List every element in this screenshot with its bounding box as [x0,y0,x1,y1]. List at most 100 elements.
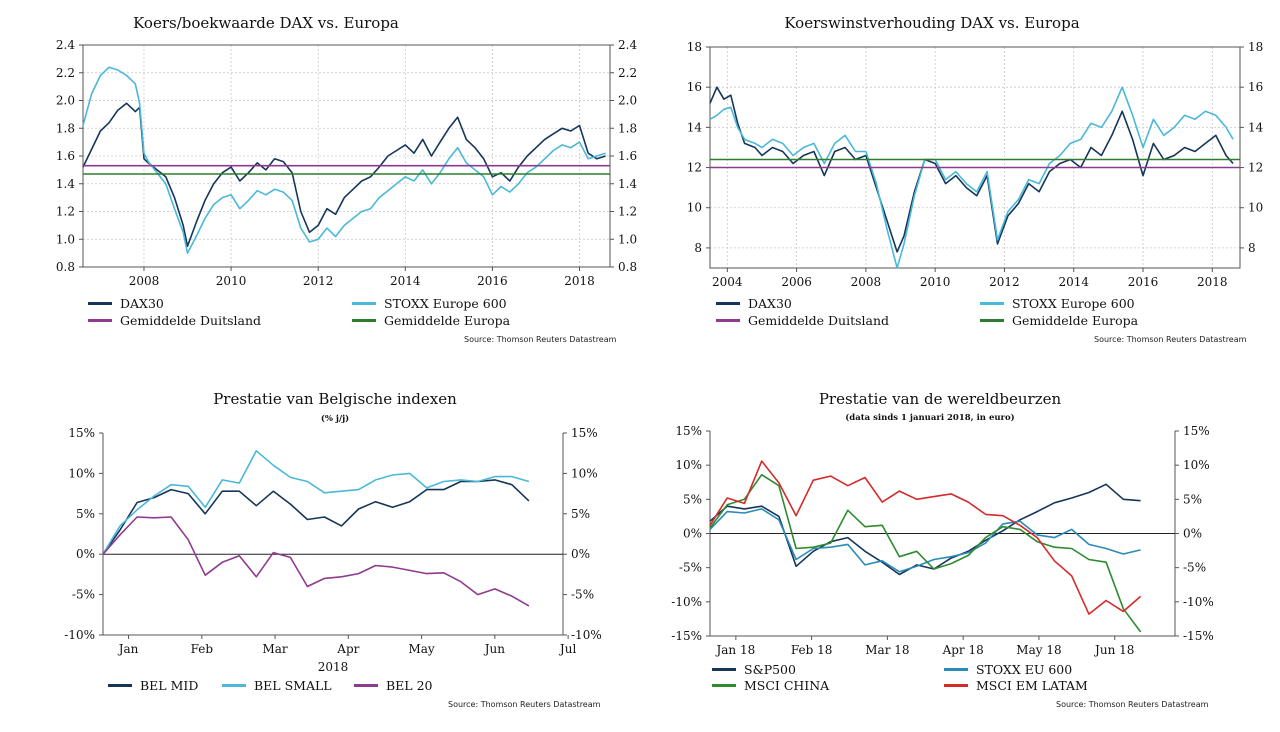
y-tick-label-left: -5% [679,561,702,575]
chart-panel-wereldbeurzen: Prestatie van de wereldbeurzen (data sin… [640,366,1280,732]
legend-swatch [108,684,132,687]
source-note: Source: Thomson Reuters Datastream [1094,335,1247,344]
y-tick-label-right: 10 [1248,201,1263,215]
x-tick-label: Apr 18 [942,643,984,657]
y-tick-label-right: 14 [1248,120,1264,134]
plot-frame [82,44,611,268]
series-line-bel-small [102,450,530,555]
y-tick-label-left: -15% [671,629,702,643]
legend-item-gem-duitsland: Gemiddelde Duitsland [716,313,889,328]
legend-item-stoxx: STOXX Europe 600 [980,296,1135,311]
y-tick-label-right: 0.8 [618,260,637,274]
legend-swatch [716,319,740,322]
source-note: Source: Thomson Reuters Datastream [448,700,601,709]
x-tick-label: Feb [191,642,214,656]
source-note: Source: Thomson Reuters Datastream [1056,700,1209,709]
x-tick-label: 2012 [303,274,334,288]
x-tick-label: 2006 [781,275,812,289]
y-tick-label-right: -10% [571,628,602,642]
chart-title: Koerswinstverhouding DAX vs. Europa [784,14,1080,32]
x-tick-label: Jul [558,642,577,656]
x-tick-label: 2014 [1058,275,1089,289]
legend-item-stoxx: STOXX Europe 600 [352,296,507,311]
chart-title: Koers/boekwaarde DAX vs. Europa [133,14,399,32]
x-tick-label: Apr [336,642,359,656]
legend-label: MSCI EM LATAM [976,678,1088,693]
legend-swatch [716,302,740,305]
x-tick-label: Jun 18 [1093,643,1134,657]
x-tick-label: 2018 [564,274,595,288]
legend-item-dax30: DAX30 [716,296,792,311]
series-line-bel-20 [102,516,530,607]
y-tick-label-right: 2.2 [618,66,637,80]
y-tick-label-left: 5% [683,492,702,506]
y-tick-label-left: 1.6 [56,149,75,163]
y-tick-label-left: 0.8 [56,260,75,274]
legend-label: DAX30 [120,296,164,311]
y-tick-label-left: -10% [671,595,702,609]
series-line-msci-china [709,473,1142,633]
y-tick-label-left: 1.2 [56,205,75,219]
series-line-stoxx-europe-600 [709,86,1234,269]
y-tick-label-left: 10 [687,201,702,215]
x-axis-label: 2018 [318,660,349,674]
y-tick-label-left: 1.4 [56,177,75,191]
y-tick-label-right: 1.8 [618,121,637,135]
legend-label: STOXX Europe 600 [384,296,507,311]
series-line-bel-mid [102,479,530,555]
legend-swatch [352,302,376,305]
legend-label: S&P500 [744,662,796,677]
y-tick-label-left: 0% [76,547,95,561]
legend-swatch [88,319,112,322]
legend-item-gem-duitsland: Gemiddelde Duitsland [88,313,261,328]
x-tick-label: Jan [117,642,139,656]
y-tick-label-right: 15% [571,426,598,440]
y-tick-label-right: 0% [1183,527,1202,541]
y-tick-label-left: 16 [687,80,702,94]
chart-title: Prestatie van Belgische indexen [213,390,457,408]
legend-swatch [222,684,246,687]
legend-item-dax30: DAX30 [88,296,164,311]
x-tick-label: Mar 18 [865,643,909,657]
legend-swatch [354,684,378,687]
legend: DAX30 STOXX Europe 600 Gemiddelde Duitsl… [716,296,1276,336]
x-tick-label: Mar [262,642,287,656]
source-note: Source: Thomson Reuters Datastream [464,335,617,344]
y-tick-label-right: 5% [571,507,590,521]
y-tick-label-left: 15% [675,424,702,438]
legend-item-bel-small: BEL SMALL [222,678,332,693]
series-line-dax30 [709,86,1234,253]
y-tick-label-left: 15% [68,426,95,440]
plot-frame [709,46,1241,269]
chart-panel-belgische: Prestatie van Belgische indexen (% j/j) … [0,366,640,732]
x-tick-label: May 18 [1016,643,1061,657]
y-tick-label-left: -5% [72,588,95,602]
legend-swatch [944,684,968,687]
legend-label: STOXX EU 600 [976,662,1073,677]
y-tick-label-right: 16 [1248,80,1263,94]
legend-item-msci-china: MSCI CHINA [712,678,829,693]
x-tick-label: Jan 18 [714,643,755,657]
chart-subtitle: (data sinds 1 januari 2018, in euro) [845,413,1015,423]
y-tick-label-right: 5% [1183,492,1202,506]
legend-item-bel-mid: BEL MID [108,678,198,693]
chart-pe: 8 8 10 10 12 12 14 14 16 16 18 18 2004 2006 2008 2010 20… [687,40,1264,289]
chart-belgische: -10% -10% -5% -5% 0% 0% 5% 5% 10% 10% 15% 15% Jan Feb… [64,426,602,674]
chart-title: Prestatie van de wereldbeurzen [818,390,1062,408]
legend-item-bel-20: BEL 20 [354,678,433,693]
y-tick-label-left: 2.0 [56,94,75,108]
x-tick-label: 2016 [1128,275,1159,289]
x-tick-label: 2008 [129,274,160,288]
legend-label: DAX30 [748,296,792,311]
y-tick-label-right: 2.4 [618,38,637,52]
y-tick-label-right: 10% [571,466,598,480]
y-tick-label-left: 0% [683,527,702,541]
y-tick-label-left: 10% [68,466,95,480]
legend: BEL MID BEL SMALL BEL 20 [108,678,608,698]
x-tick-label: Jun [483,642,506,656]
legend-label: STOXX Europe 600 [1012,296,1135,311]
legend-swatch [980,302,1004,305]
y-tick-label-right: 8 [1248,241,1256,255]
legend-label: BEL SMALL [254,678,332,693]
chart-wereldbeurzen: -15% -15% -10% -10% -5% -5% 0% 0% 5% 5% 10% 10% 15% 1… [671,424,1213,657]
